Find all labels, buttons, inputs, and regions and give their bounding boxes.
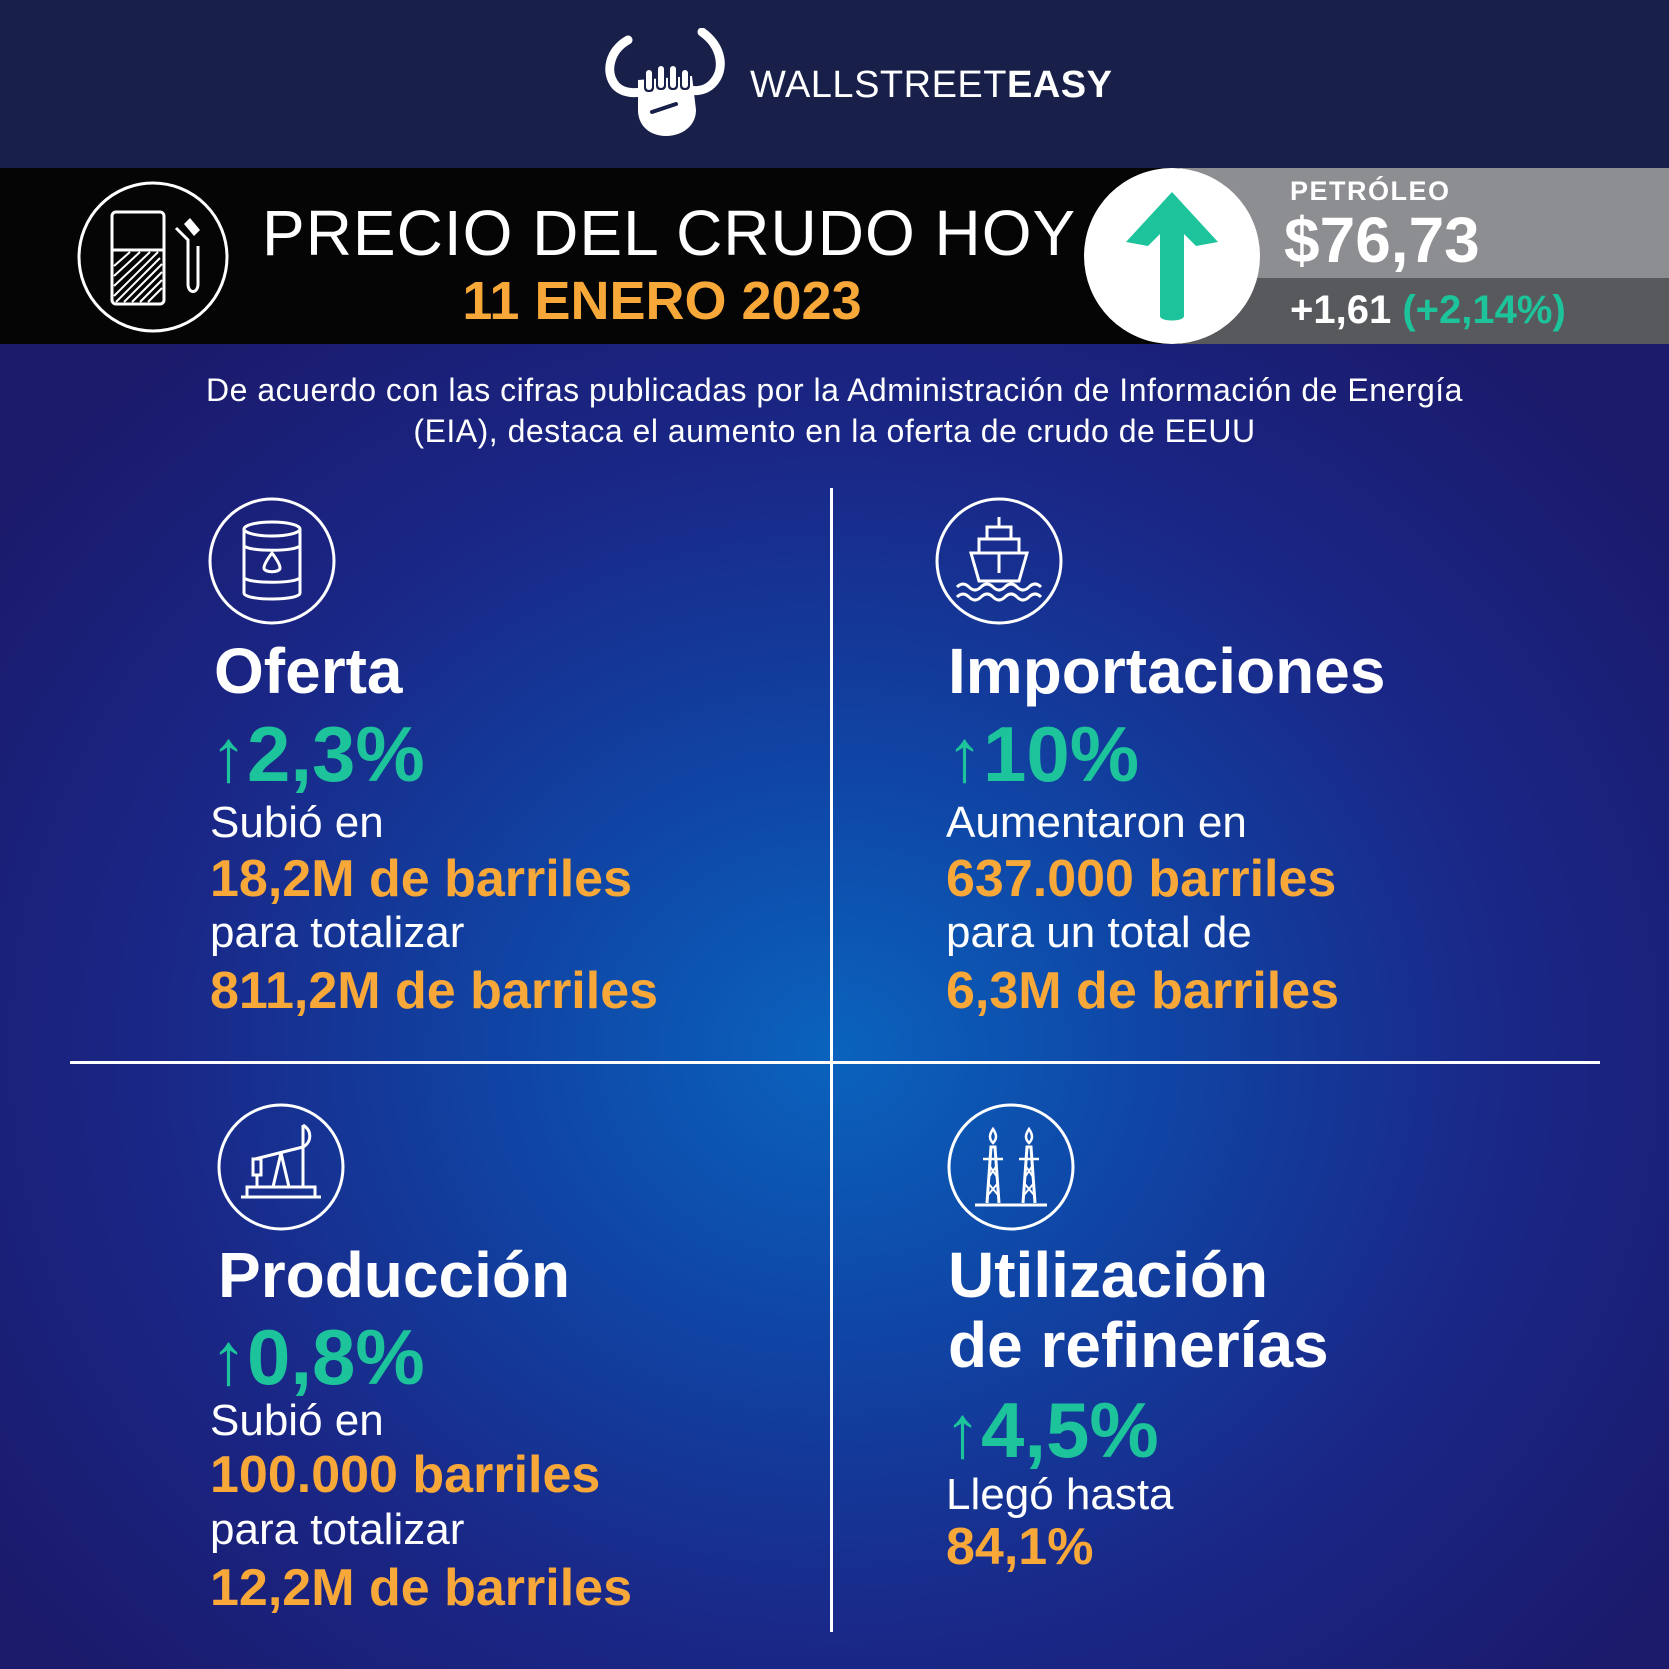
ship-icon — [935, 497, 1063, 625]
refinerias-value1: 84,1% — [946, 1518, 1094, 1576]
refinerias-pct: ↑4,5% — [944, 1388, 1159, 1474]
price-change-abs: +1,61 — [1290, 288, 1392, 332]
produccion-line1: Subió en — [210, 1396, 384, 1445]
oferta-line1: Subió en — [210, 798, 384, 847]
horizontal-divider — [70, 1061, 1600, 1064]
oferta-pct-value: 2,3% — [247, 710, 425, 798]
arrow-up-icon: ↑ — [944, 1390, 981, 1473]
price-panel — [1180, 168, 1669, 278]
importaciones-line1: Aumentaron en — [946, 798, 1247, 847]
produccion-pct: ↑0,8% — [210, 1315, 425, 1401]
importaciones-line2: para un total de — [946, 908, 1252, 957]
refinerias-pct-value: 4,5% — [981, 1386, 1159, 1474]
arrow-up-icon: ↑ — [210, 714, 247, 797]
refinerias-line1: Llegó hasta — [946, 1470, 1174, 1519]
importaciones-value2: 6,3M de barriles — [946, 962, 1340, 1020]
arrow-up-icon: ↑ — [946, 714, 983, 797]
produccion-value2: 12,2M de barriles — [210, 1559, 632, 1617]
intro-text: De acuerdo con las cifras publicadas por… — [206, 372, 1463, 449]
pumpjack-icon — [217, 1103, 345, 1231]
oferta-value1: 18,2M de barriles — [210, 850, 632, 908]
brand-name: WALLSTREETEASY — [750, 64, 1112, 107]
fuel-pump-icon — [77, 181, 229, 333]
bull-fist-logo-icon — [605, 28, 725, 136]
arrow-up-icon — [1126, 192, 1218, 321]
oferta-pct: ↑2,3% — [210, 712, 425, 798]
oferta-value2: 811,2M de barriles — [210, 962, 659, 1020]
oil-barrel-icon — [208, 497, 336, 625]
refinerias-title-line2: de refinerías — [948, 1309, 1329, 1381]
importaciones-pct: ↑10% — [946, 712, 1139, 798]
price-up-indicator — [1084, 168, 1260, 344]
oferta-line2: para totalizar — [210, 908, 465, 957]
produccion-value1: 100.000 barriles — [210, 1446, 601, 1504]
brand-name-bold: EASY — [1006, 64, 1113, 106]
importaciones-title: Importaciones — [948, 635, 1386, 707]
price-change-pct: (+2,14%) — [1402, 288, 1566, 332]
brand-header — [0, 0, 1669, 168]
oferta-title: Oferta — [214, 635, 403, 707]
page-date: 11 ENERO 2023 — [462, 271, 862, 331]
importaciones-pct-value: 10% — [983, 710, 1140, 798]
produccion-pct-value: 0,8% — [247, 1313, 425, 1401]
price-value: $76,73 — [1284, 204, 1480, 276]
price-change: +1,61 (+2,14%) — [1290, 288, 1566, 333]
price-change-panel — [1180, 278, 1669, 344]
vertical-divider — [830, 488, 833, 1632]
refinerias-title-line1: Utilización — [948, 1239, 1269, 1311]
page-title: PRECIO DEL CRUDO HOY — [262, 197, 1077, 269]
price-label: PETRÓLEO — [1290, 176, 1451, 206]
refinery-towers-icon — [947, 1103, 1075, 1231]
produccion-title: Producción — [218, 1239, 571, 1311]
produccion-line2: para totalizar — [210, 1505, 465, 1554]
brand-name-light: WALLSTREET — [750, 64, 1007, 106]
arrow-up-icon: ↑ — [210, 1317, 247, 1400]
importaciones-value1: 637.000 barriles — [946, 850, 1337, 908]
